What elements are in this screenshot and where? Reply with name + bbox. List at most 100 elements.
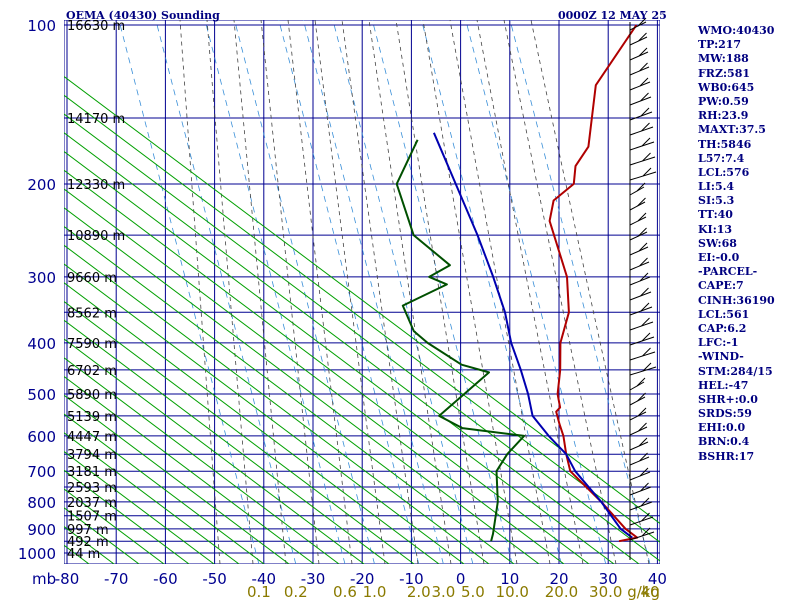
pressure-tick-label: 800 <box>27 494 56 512</box>
wind-barb-flag <box>638 47 648 57</box>
moist-adiabat-line <box>179 20 221 564</box>
wind-barb-flag <box>640 92 649 102</box>
dry-adiabat-line <box>64 338 365 564</box>
wind-barb-flag <box>637 17 647 27</box>
wind-barb-flag <box>641 122 650 132</box>
mixing-ratio-tick-label: 1.0 <box>363 583 387 600</box>
index-line: TT:40 <box>698 208 733 222</box>
wind-barb-flag <box>639 257 648 267</box>
index-line: CAP:6.2 <box>698 321 747 335</box>
wind-barb-flag <box>637 407 647 417</box>
dry-adiabat-line <box>64 207 540 564</box>
wind-barb-flag <box>637 197 646 207</box>
index-line: SHR+:0.0 <box>698 392 758 406</box>
height-label: 4447 m <box>67 430 117 445</box>
index-line: EHI:0.0 <box>698 421 746 435</box>
dry-adiabat-line <box>64 450 215 564</box>
index-line: WB0:645 <box>698 80 755 94</box>
temperature-tick-label: 40 <box>648 570 667 588</box>
index-line: -WIND- <box>698 350 744 364</box>
dry-adiabat-line <box>64 375 315 564</box>
wind-barb-flag <box>636 182 646 192</box>
pressure-tick-label: 100 <box>27 17 56 35</box>
mixing-ratio-line <box>234 20 375 564</box>
temperature-tick-label: -20 <box>350 570 375 588</box>
wind-barb-flag <box>636 377 646 387</box>
sounding-profiles <box>395 24 639 543</box>
temperature-tick-label: -60 <box>153 570 178 588</box>
mixing-ratio-line <box>421 20 562 564</box>
index-line: BSHR:17 <box>698 449 755 463</box>
wind-barb-flag <box>640 287 649 297</box>
index-line: FRZ:581 <box>698 66 751 80</box>
dry-adiabat-line <box>64 225 515 564</box>
dry-adiabat-line <box>0 24 14 564</box>
chart-title: OEMA (40430) Sounding <box>66 9 220 22</box>
wind-barb-flag <box>640 302 650 312</box>
moist-adiabat-line <box>503 20 617 564</box>
moist-adiabat-line <box>530 20 650 564</box>
wind-barb-flag <box>638 227 647 237</box>
height-label: 492 m <box>67 535 109 550</box>
temperature-tick-label: -50 <box>202 570 227 588</box>
height-label: 10890 m <box>67 229 125 244</box>
dry-adiabat-line <box>64 432 240 564</box>
moist-adiabat-line <box>206 20 254 564</box>
wind-barb-flag <box>637 212 647 222</box>
index-line: EI:-0.0 <box>698 251 740 264</box>
mixing-ratio-tick-label: 30.0 <box>589 583 622 600</box>
dry-adiabat-line <box>64 169 590 564</box>
dewpoint-line <box>395 139 526 542</box>
mixing-ratio-tick-label: 0.1 <box>247 583 271 600</box>
parcel-line <box>432 132 633 539</box>
wind-barb-flag <box>640 107 650 117</box>
index-line: MAXT:37.5 <box>698 123 766 137</box>
index-line: WMO:40430 <box>698 24 775 37</box>
dry-adiabat-line <box>64 413 265 564</box>
moist-adiabat-line <box>260 20 320 564</box>
mixing-ratio-line <box>118 20 260 564</box>
temperature-tick-label: 0 <box>456 570 466 588</box>
mixing-ratio-tick-label: 0.2 <box>284 583 308 600</box>
height-label: 3181 m <box>67 465 117 480</box>
index-line: LCL:576 <box>698 165 750 179</box>
temperature-tick-label: -80 <box>55 570 80 588</box>
wind-barb-flag <box>641 317 650 327</box>
dry-adiabat-line <box>64 319 390 564</box>
wind-barb-flag <box>638 422 647 432</box>
index-line: HEL:-47 <box>698 378 749 392</box>
index-line: TP:217 <box>698 38 742 52</box>
index-line: MW:188 <box>698 52 749 66</box>
height-label: 2037 m <box>67 496 117 511</box>
index-line: SRDS:59 <box>698 407 752 421</box>
mixing-ratio-line <box>465 20 607 564</box>
pressure-tick-label: 200 <box>27 176 56 194</box>
height-label: 7590 m <box>67 337 117 352</box>
pressure-tick-label: 600 <box>27 428 56 446</box>
mixing-ratio-tick-label: 0.6 <box>333 583 357 600</box>
index-line: LFC:-1 <box>698 336 739 350</box>
wind-barb-flag <box>641 137 651 147</box>
temperature-tick-label: -10 <box>399 570 424 588</box>
pressure-unit-label: mb <box>32 570 56 588</box>
index-line: RH:23.9 <box>698 109 749 123</box>
mixing-ratio-unit: g/kg <box>627 583 660 600</box>
dry-adiabat-line <box>64 394 290 564</box>
dry-adiabat-line <box>64 563 65 564</box>
dry-adiabat-line <box>64 357 340 564</box>
height-label: 2593 m <box>67 481 117 496</box>
wind-barb-flag <box>640 497 650 507</box>
mixing-ratio-line <box>278 20 420 564</box>
wind-barbs <box>629 17 657 560</box>
mixing-ratio-line <box>332 20 474 564</box>
moist-adiabats <box>179 20 650 564</box>
height-label: 44 m <box>67 547 100 562</box>
pressure-temperature-grid <box>64 20 660 564</box>
dry-adiabat-line <box>64 244 490 564</box>
dry-adiabat-line <box>64 263 465 564</box>
dry-adiabat-line <box>64 150 615 564</box>
temperature-tick-label: 20 <box>549 570 568 588</box>
mixing-ratio-tick-label: 20.0 <box>545 583 578 600</box>
mixing-ratio-tick-label: 5.0 <box>461 583 485 600</box>
